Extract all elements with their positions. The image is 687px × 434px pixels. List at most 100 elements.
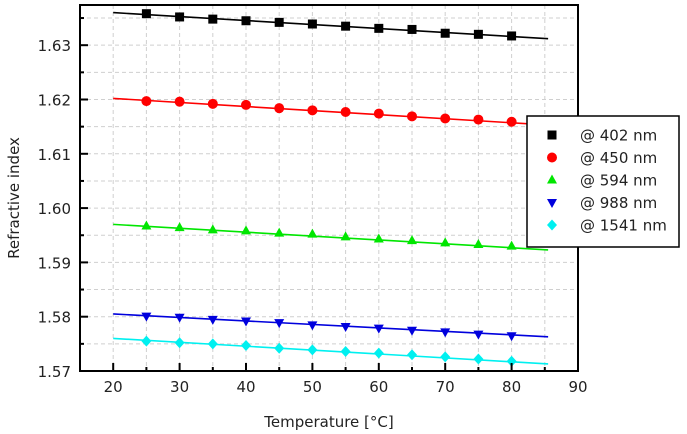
legend-item: @ 988 nm [547,194,657,212]
x-tick-label: 40 [236,378,255,396]
data-point-series-4 [506,355,517,367]
grid [80,5,578,371]
x-tick-label: 20 [104,378,123,396]
legend-marker-icon [547,219,557,231]
y-tick-label: 1.63 [38,37,71,55]
data-point-series-1 [141,96,152,107]
data-point-series-2 [440,237,451,247]
y-tick-label: 1.58 [38,309,71,327]
x-tick-label: 30 [170,378,189,396]
data-point-series-3 [274,319,285,329]
legend-item: @ 594 nm [547,172,657,190]
data-point-series-0 [141,9,151,19]
data-point-series-1 [373,108,384,119]
legend-item: @ 402 nm [547,127,657,145]
legend-item: @ 450 nm [547,149,657,167]
markers [141,9,517,367]
data-point-series-4 [373,347,384,359]
data-point-series-4 [141,335,152,347]
data-point-series-0 [407,24,417,34]
legend-label: @ 594 nm [580,172,657,190]
data-point-series-1 [174,96,185,107]
data-point-series-1 [473,114,484,125]
data-point-series-0 [307,19,317,29]
data-point-series-3 [407,326,417,336]
data-point-series-3 [307,321,318,331]
x-tick-labels: 20 30 40 50 60 70 80 90 [104,378,588,396]
x-tick-label: 50 [303,378,322,396]
data-point-series-4 [407,349,417,361]
data-point-series-0 [341,21,351,31]
data-point-series-4 [440,351,451,363]
y-tick-label: 1.60 [38,200,71,218]
data-point-series-1 [407,111,417,122]
data-point-series-3 [241,317,251,327]
axis-ticks [79,17,579,372]
y-tick-label: 1.57 [38,363,71,381]
legend-label: @ 988 nm [580,194,657,212]
data-point-series-1 [340,106,351,117]
y-tick-labels: 1.57 1.58 1.59 1.60 1.61 1.62 1.63 [38,37,71,381]
data-point-series-2 [373,233,384,243]
data-point-series-3 [440,328,451,338]
data-point-series-0 [473,29,483,39]
data-point-series-2 [141,220,152,230]
data-point-series-0 [507,31,517,41]
data-point-series-2 [174,222,185,232]
data-point-series-4 [340,345,351,357]
x-tick-label: 90 [568,378,587,396]
x-tick-label: 80 [502,378,521,396]
data-point-series-0 [175,12,185,22]
data-point-series-4 [241,339,251,351]
x-tick-label: 70 [436,378,455,396]
data-point-series-2 [241,225,251,235]
legend-marker-icon [547,199,557,208]
data-point-series-2 [407,235,417,245]
legend-label: @ 1541 nm [580,217,667,235]
legend-marker-icon [547,152,557,163]
data-point-series-2 [307,228,318,238]
data-point-series-3 [207,315,218,325]
data-point-series-4 [307,344,318,356]
data-point-series-3 [141,312,152,322]
data-point-series-4 [473,353,484,365]
legend-label: @ 450 nm [580,149,657,167]
data-point-series-1 [241,99,251,110]
x-tick-label: 60 [369,378,388,396]
data-point-series-3 [340,322,351,332]
data-point-series-1 [506,116,517,127]
data-point-series-2 [473,238,484,248]
data-point-series-3 [373,324,384,334]
legend: @ 402 nm @ 450 nm @ 594 nm @ 988 nm @ 1541 n… [526,115,680,248]
data-point-series-1 [440,113,451,124]
data-point-series-4 [274,342,285,354]
y-tick-label: 1.61 [38,146,71,164]
data-point-series-3 [506,332,517,342]
data-point-series-0 [440,28,450,38]
data-point-series-2 [274,227,285,237]
data-point-series-4 [174,337,185,349]
y-axis-title: Refractive index [5,137,23,259]
data-point-series-1 [207,98,218,109]
legend-label: @ 402 nm [580,127,657,145]
y-tick-label: 1.59 [38,254,71,272]
data-point-series-2 [207,224,218,234]
data-point-series-0 [241,16,251,26]
legend-item: @ 1541 nm [547,217,667,235]
legend-marker-icon [547,174,557,184]
data-point-series-0 [208,14,218,24]
data-point-series-1 [274,103,285,114]
data-point-series-2 [506,240,517,250]
data-point-series-3 [174,313,185,323]
y-tick-label: 1.62 [38,91,71,109]
data-point-series-2 [340,231,351,241]
data-point-series-1 [307,105,318,116]
data-point-series-0 [274,17,284,27]
data-point-series-0 [374,23,384,33]
legend-marker-icon [547,130,557,140]
data-point-series-3 [473,330,484,340]
data-point-series-4 [207,338,218,350]
fit-lines [113,11,549,365]
x-axis-title: Temperature [°C] [263,413,393,431]
